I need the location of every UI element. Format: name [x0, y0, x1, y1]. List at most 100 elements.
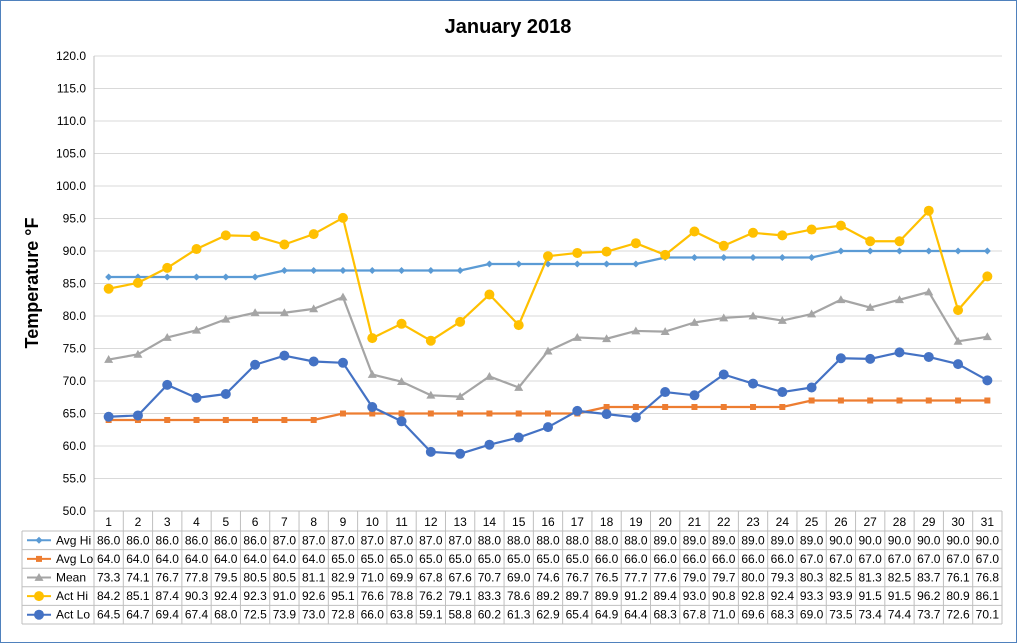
table-cell: 77.8	[185, 571, 209, 585]
table-cell: 84.2	[97, 589, 121, 603]
table-cell: 64.0	[185, 552, 209, 566]
table-cell: 80.5	[243, 571, 267, 585]
data-point	[603, 404, 610, 410]
x-tick-label: 30	[951, 515, 965, 529]
data-point	[279, 350, 290, 361]
data-point	[718, 369, 729, 380]
data-point	[310, 417, 317, 423]
table-cell: 65.0	[448, 552, 472, 566]
table-cell: 64.0	[214, 552, 238, 566]
table-cell: 90.0	[946, 533, 970, 547]
table-cell: 88.0	[478, 533, 502, 547]
data-point	[867, 397, 874, 404]
data-point	[660, 249, 671, 260]
table-cell: 66.0	[361, 608, 385, 622]
x-tick-label: 15	[512, 515, 526, 529]
table-cell: 73.9	[273, 608, 297, 622]
table-cell: 96.2	[917, 589, 941, 603]
table-cell: 80.9	[946, 589, 970, 603]
series-avg-lo	[105, 397, 991, 423]
chart-title: January 2018	[445, 16, 572, 38]
table-cell: 91.5	[859, 589, 883, 603]
data-point	[572, 332, 582, 341]
table-cell: 79.1	[448, 589, 472, 603]
table-cell: 71.0	[712, 608, 736, 622]
y-axis-label: Temperature °F	[22, 218, 42, 349]
table-cell: 73.4	[859, 608, 883, 622]
data-point	[515, 260, 523, 268]
table-cell: 66.0	[712, 552, 736, 566]
table-cell: 87.0	[448, 533, 472, 547]
table-cell: 92.8	[741, 589, 765, 603]
data-point	[895, 247, 903, 255]
x-tick-label: 14	[483, 515, 497, 529]
legend-label: Act Hi	[56, 589, 88, 603]
data-point	[545, 410, 551, 417]
x-tick-label: 5	[222, 515, 229, 529]
data-point	[748, 311, 758, 320]
data-point	[513, 432, 524, 443]
data-point	[193, 417, 200, 423]
data-point	[250, 359, 261, 370]
y-tick-label: 110.0	[57, 114, 86, 128]
table-cell: 67.8	[419, 571, 443, 585]
table-cell: 95.1	[331, 589, 355, 603]
table-cell: 67.0	[917, 552, 941, 566]
data-point	[427, 267, 435, 274]
legend-label: Avg Hi	[56, 533, 91, 547]
table-cell: 64.4	[624, 608, 648, 622]
table-cell: 91.5	[888, 589, 912, 603]
table-cell: 73.7	[917, 608, 941, 622]
x-tick-label: 21	[688, 515, 702, 529]
table-cell: 64.7	[126, 608, 150, 622]
x-tick-label: 27	[864, 515, 878, 529]
table-cell: 61.3	[507, 608, 531, 622]
data-point	[660, 327, 670, 335]
y-tick-label: 60.0	[63, 439, 87, 453]
data-point	[396, 318, 407, 329]
data-point	[543, 251, 553, 262]
data-point	[923, 205, 934, 216]
table-cell: 90.0	[829, 533, 853, 547]
y-tick-label: 85.0	[63, 277, 87, 291]
table-cell: 89.0	[683, 533, 707, 547]
table-cell: 74.6	[536, 571, 560, 585]
data-point	[836, 295, 846, 304]
data-point	[865, 353, 876, 364]
table-cell: 69.0	[800, 608, 824, 622]
data-point	[749, 254, 757, 261]
table-cell: 76.5	[595, 571, 619, 585]
x-tick-label: 12	[424, 515, 438, 529]
y-axis-ticks: 50.0 55.0 60.0 65.0 70.0 75.0 80.0 85.0 90.0 95.0…	[56, 49, 86, 518]
table-cell: 60.2	[478, 608, 502, 622]
x-tick-label: 26	[834, 515, 848, 529]
table-cell: 86.0	[185, 533, 209, 547]
data-point	[925, 397, 932, 404]
data-point	[601, 409, 612, 420]
data-point	[398, 410, 405, 417]
table-cell: 67.4	[185, 608, 209, 622]
series-line	[108, 351, 988, 455]
table-cell: 89.0	[771, 533, 795, 547]
y-tick-label: 95.0	[63, 212, 87, 226]
table-cell: 78.6	[507, 589, 531, 603]
table-cell: 68.3	[653, 608, 677, 622]
data-point	[397, 377, 407, 386]
data-point	[806, 382, 817, 393]
table-cell: 89.4	[653, 589, 677, 603]
table-cell: 80.5	[273, 571, 297, 585]
data-point	[162, 332, 172, 341]
table-cell: 93.3	[800, 589, 824, 603]
data-point	[484, 371, 494, 380]
data-point	[748, 227, 759, 238]
x-tick-label: 11	[395, 515, 408, 529]
legend-label: Mean	[56, 571, 86, 585]
data-point	[367, 370, 377, 378]
table-cell: 86.0	[243, 533, 267, 547]
data-point	[835, 353, 846, 364]
data-point	[220, 389, 231, 399]
series-lines	[103, 205, 993, 459]
table-cell: 90.0	[976, 533, 1000, 547]
table-cell: 65.0	[566, 552, 590, 566]
x-tick-label: 18	[600, 515, 614, 529]
